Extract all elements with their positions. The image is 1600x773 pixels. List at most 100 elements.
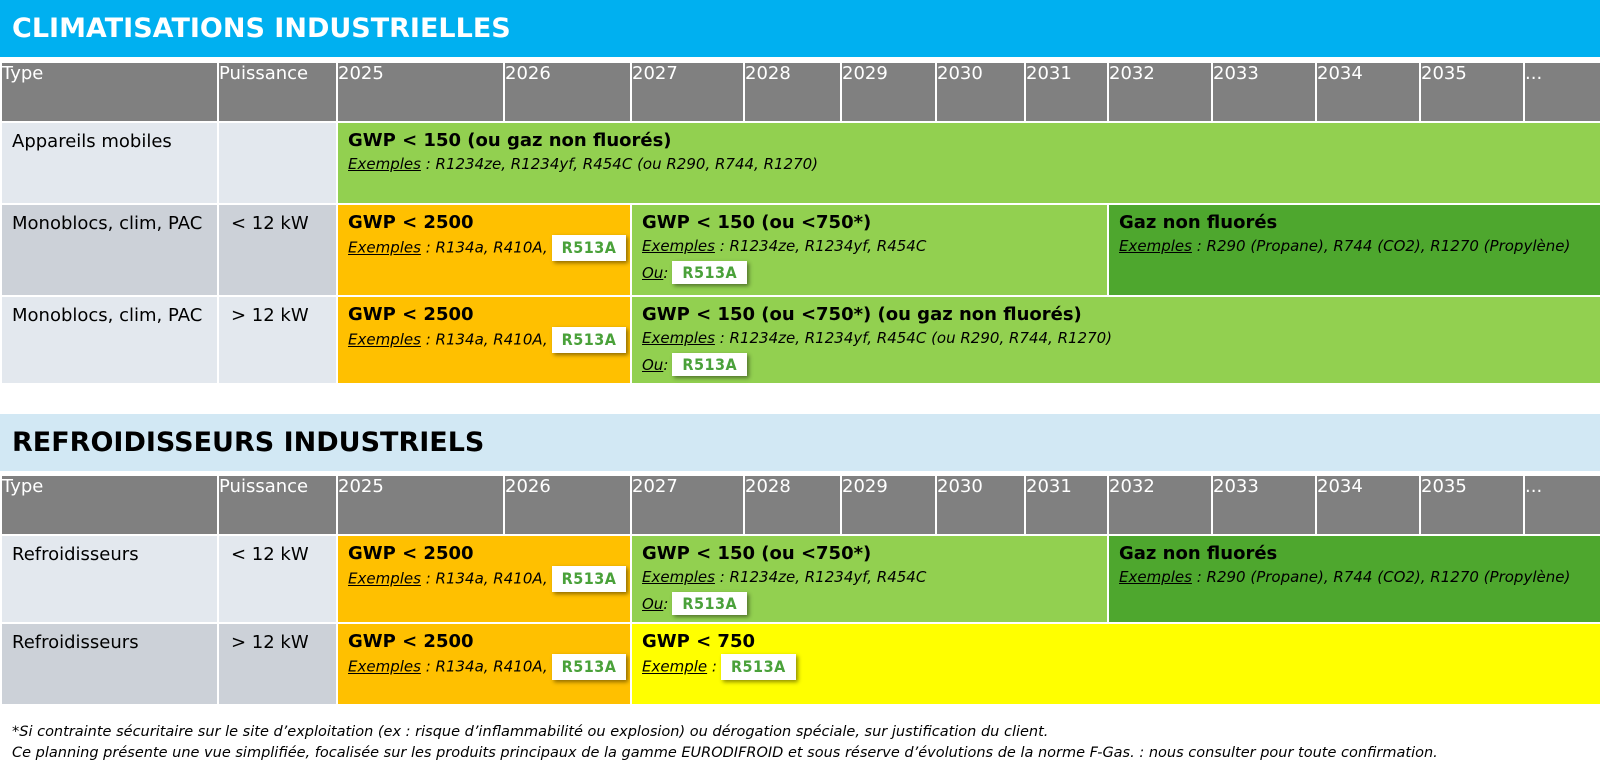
gwp-block: GWP < 750 Exemple : R513A: [630, 622, 1600, 706]
r513a-badge: R513A: [551, 235, 627, 261]
header-more: ...: [1523, 61, 1600, 123]
examples-label: Exemples: [348, 569, 421, 588]
examples-label: Exemples: [642, 568, 715, 586]
r513a-badge: R513A: [672, 261, 748, 284]
gwp-limit: GWP < 150 (ou <750*) (ou gaz non fluorés…: [642, 304, 1082, 325]
examples-text: :: [707, 657, 717, 676]
examples: Exemples : R134a, R410A, R513A: [348, 566, 627, 592]
header-year: 2034: [1315, 474, 1421, 536]
examples-label: Exemples: [1119, 237, 1192, 255]
gwp-block: GWP < 2500 Exemples : R134a, R410A, R513A: [336, 295, 632, 385]
examples: Exemples : R1234ze, R1234yf, R454C (ou R…: [348, 153, 1590, 175]
header-more: ...: [1523, 474, 1600, 536]
gwp-block: GWP < 150 (ou <750*) (ou gaz non fluorés…: [630, 295, 1600, 385]
r513a-badge: R513A: [672, 592, 748, 615]
ou-label: Ou: [642, 263, 664, 282]
examples: Exemples : R1234ze, R1234yf, R454C: [642, 235, 1097, 257]
ou-sep: :: [663, 594, 669, 613]
row-power: > 12 kW: [217, 295, 338, 385]
alternative: Ou : R513A: [642, 353, 1590, 376]
row-type: Refroidisseurs: [0, 534, 219, 624]
gwp-limit: GWP < 2500: [348, 304, 474, 325]
r513a-badge: R513A: [720, 654, 796, 680]
examples-text: : R134a, R410A,: [420, 330, 548, 349]
examples-text: : R290 (Propane), R744 (CO2), R1270 (Pro…: [1191, 237, 1571, 255]
header-type: Type: [0, 474, 219, 536]
gwp-limit: GWP < 150 (ou gaz non fluorés): [348, 130, 672, 151]
header-year: 2033: [1211, 61, 1317, 123]
gwp-limit: Gaz non fluorés: [1119, 212, 1278, 233]
section2-title: REFROIDISSEURS INDUSTRIELS: [0, 414, 1600, 471]
gwp-block: GWP < 2500 Exemples : R134a, R410A, R513A: [336, 534, 632, 624]
examples-label: Exemples: [1119, 568, 1192, 586]
header-year: 2027: [630, 474, 745, 536]
examples-text: : R134a, R410A,: [420, 657, 548, 676]
gwp-limit: GWP < 2500: [348, 631, 474, 652]
gwp-limit: GWP < 150 (ou <750*): [642, 543, 872, 564]
header-puissance: Puissance: [217, 61, 338, 123]
row-power: < 12 kW: [217, 203, 338, 297]
table-row: Refroidisseurs > 12 kW GWP < 2500 Exempl…: [0, 622, 1600, 706]
header-year: 2025: [336, 61, 505, 123]
alternative: Ou : R513A: [642, 261, 1097, 284]
row-type: Appareils mobiles: [0, 121, 219, 205]
refroidisseurs-table: Type Puissance 2025 2026 2027 2028 2029 …: [0, 474, 1600, 706]
climatisation-table: Type Puissance 2025 2026 2027 2028 2029 …: [0, 61, 1600, 385]
gwp-block: GWP < 2500 Exemples : R134a, R410A, R513A: [336, 203, 632, 297]
gwp-block: GWP < 150 (ou <750*) Exemples : R1234ze,…: [630, 203, 1109, 297]
header-year: 2026: [503, 474, 632, 536]
header-year: 2028: [743, 474, 842, 536]
header-type: Type: [0, 61, 219, 123]
examples-label: Exemples: [348, 657, 421, 676]
ou-label: Ou: [642, 355, 664, 374]
header-year: 2034: [1315, 61, 1421, 123]
header-year: 2027: [630, 61, 745, 123]
examples: Exemples : R1234ze, R1234yf, R454C (ou R…: [642, 327, 1590, 349]
examples-text: : R1234ze, R1234yf, R454C (ou R290, R744…: [714, 329, 1113, 347]
ou-sep: :: [663, 355, 669, 374]
examples-label: Exemples: [642, 237, 715, 255]
row-type: Monoblocs, clim, PAC: [0, 203, 219, 297]
examples-text: : R134a, R410A,: [420, 238, 548, 257]
examples-text: : R290 (Propane), R744 (CO2), R1270 (Pro…: [1191, 568, 1571, 586]
header-year: 2031: [1024, 474, 1109, 536]
table-row: Refroidisseurs < 12 kW GWP < 2500 Exempl…: [0, 534, 1600, 624]
table-row: Monoblocs, clim, PAC > 12 kW GWP < 2500 …: [0, 295, 1600, 385]
gwp-block: Gaz non fluorés Exemples : R290 (Propane…: [1107, 534, 1600, 624]
gwp-limit: GWP < 150 (ou <750*): [642, 212, 872, 233]
header-year: 2031: [1024, 61, 1109, 123]
gwp-block: Gaz non fluorés Exemples : R290 (Propane…: [1107, 203, 1600, 297]
ou-label: Ou: [642, 594, 664, 613]
examples: Exemples : R134a, R410A, R513A: [348, 235, 627, 261]
gwp-limit: GWP < 2500: [348, 543, 474, 564]
examples-text: : R134a, R410A,: [420, 569, 548, 588]
header-year: 2025: [336, 474, 505, 536]
examples-label: Exemple: [642, 657, 708, 676]
header-year: 2029: [840, 474, 937, 536]
alternative: Ou : R513A: [642, 592, 1097, 615]
examples-text: : R1234ze, R1234yf, R454C (ou R290, R744…: [420, 155, 819, 173]
r513a-badge: R513A: [551, 654, 627, 680]
table-header-row: Type Puissance 2025 2026 2027 2028 2029 …: [0, 61, 1600, 123]
gwp-block: GWP < 150 (ou <750*) Exemples : R1234ze,…: [630, 534, 1109, 624]
examples-text: : R1234ze, R1234yf, R454C: [714, 237, 927, 255]
examples-label: Exemples: [348, 330, 421, 349]
header-puissance: Puissance: [217, 474, 338, 536]
table-header-row: Type Puissance 2025 2026 2027 2028 2029 …: [0, 474, 1600, 536]
header-year: 2029: [840, 61, 937, 123]
examples: Exemples : R290 (Propane), R744 (CO2), R…: [1119, 235, 1590, 257]
gwp-limit: GWP < 2500: [348, 212, 474, 233]
table-row: Monoblocs, clim, PAC < 12 kW GWP < 2500 …: [0, 203, 1600, 297]
footnote-line: Ce planning présente une vue simplifiée,…: [12, 745, 1438, 761]
r513a-badge: R513A: [672, 353, 748, 376]
examples: Exemple : R513A: [642, 654, 1590, 680]
examples-label: Exemples: [642, 329, 715, 347]
table-row: Appareils mobiles GWP < 150 (ou gaz non …: [0, 121, 1600, 205]
header-year: 2035: [1419, 61, 1525, 123]
header-year: 2035: [1419, 474, 1525, 536]
footnote: *Si contrainte sécuritaire sur le site d…: [12, 722, 1592, 764]
header-year: 2026: [503, 61, 632, 123]
row-power: [217, 121, 338, 205]
row-power: < 12 kW: [217, 534, 338, 624]
r513a-badge: R513A: [551, 327, 627, 353]
